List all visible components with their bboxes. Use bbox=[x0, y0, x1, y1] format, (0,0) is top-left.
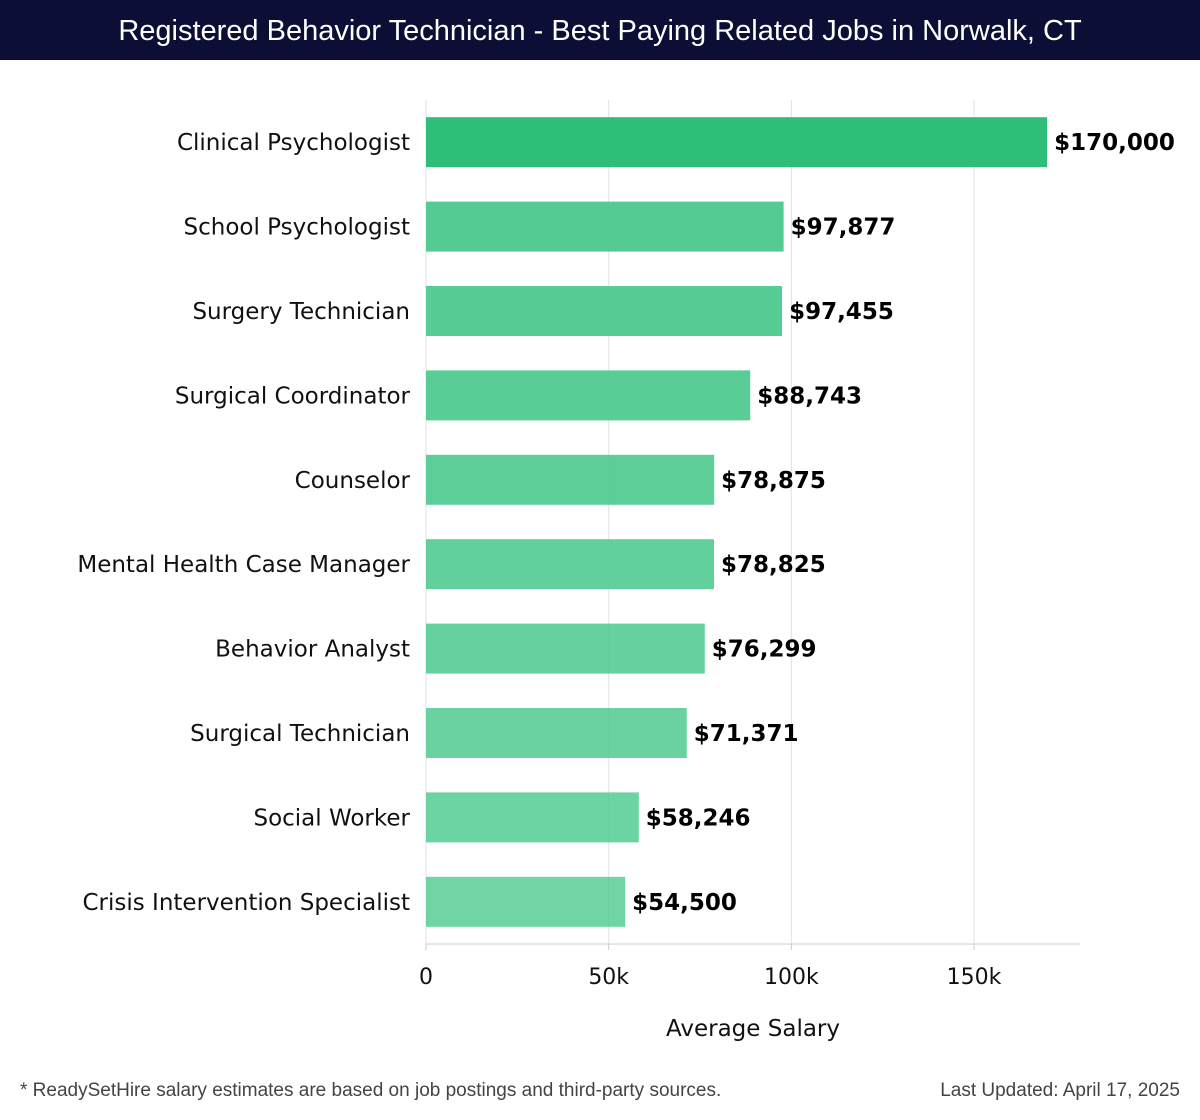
value-label: $76,299 bbox=[712, 637, 817, 663]
bar-chart: 0 50k 100k 150k Average Salary Clinical Psych… bbox=[77, 100, 1175, 1042]
value-label: $97,455 bbox=[789, 299, 894, 325]
x-tick-label: 150k bbox=[947, 965, 1002, 990]
value-label: $58,246 bbox=[646, 805, 751, 831]
bar bbox=[426, 623, 705, 674]
x-tick-label: 50k bbox=[588, 965, 629, 990]
category-label: Mental Health Case Manager bbox=[77, 552, 410, 578]
value-label: $88,743 bbox=[757, 383, 862, 409]
bar bbox=[426, 539, 714, 590]
bar bbox=[426, 286, 783, 336]
value-label: $71,371 bbox=[694, 721, 799, 747]
chart-title: Registered Behavior Technician - Best Pa… bbox=[118, 15, 1082, 47]
bar bbox=[426, 792, 639, 843]
category-label: Social Worker bbox=[253, 805, 410, 831]
category-label: Behavior Analyst bbox=[215, 637, 410, 663]
bar bbox=[426, 117, 1048, 168]
category-label: Counselor bbox=[295, 468, 411, 494]
chart-title-bar: Registered Behavior Technician - Best Pa… bbox=[0, 0, 1200, 60]
x-axis-label: Average Salary bbox=[666, 1016, 840, 1042]
value-label: $54,500 bbox=[632, 890, 737, 916]
value-label: $170,000 bbox=[1054, 130, 1175, 156]
value-label: $97,877 bbox=[791, 215, 896, 241]
last-updated: Last Updated: April 17, 2025 bbox=[940, 1080, 1180, 1101]
category-label: Surgical Technician bbox=[190, 721, 410, 747]
value-label: $78,875 bbox=[721, 468, 826, 494]
bar bbox=[426, 708, 687, 758]
category-label: Surgical Coordinator bbox=[175, 383, 411, 409]
value-label: $78,825 bbox=[721, 552, 826, 578]
x-tick-label: 0 bbox=[419, 965, 433, 990]
bar bbox=[426, 876, 626, 927]
x-tick-label: 100k bbox=[764, 965, 819, 990]
category-label: Clinical Psychologist bbox=[177, 130, 410, 156]
bar bbox=[426, 454, 715, 505]
category-label: School Psychologist bbox=[184, 215, 410, 241]
bar bbox=[426, 370, 751, 421]
bar bbox=[426, 201, 784, 252]
footer-note: * ReadySetHire salary estimates are base… bbox=[20, 1080, 722, 1101]
category-label: Crisis Intervention Specialist bbox=[82, 890, 410, 916]
category-label: Surgery Technician bbox=[192, 299, 410, 325]
